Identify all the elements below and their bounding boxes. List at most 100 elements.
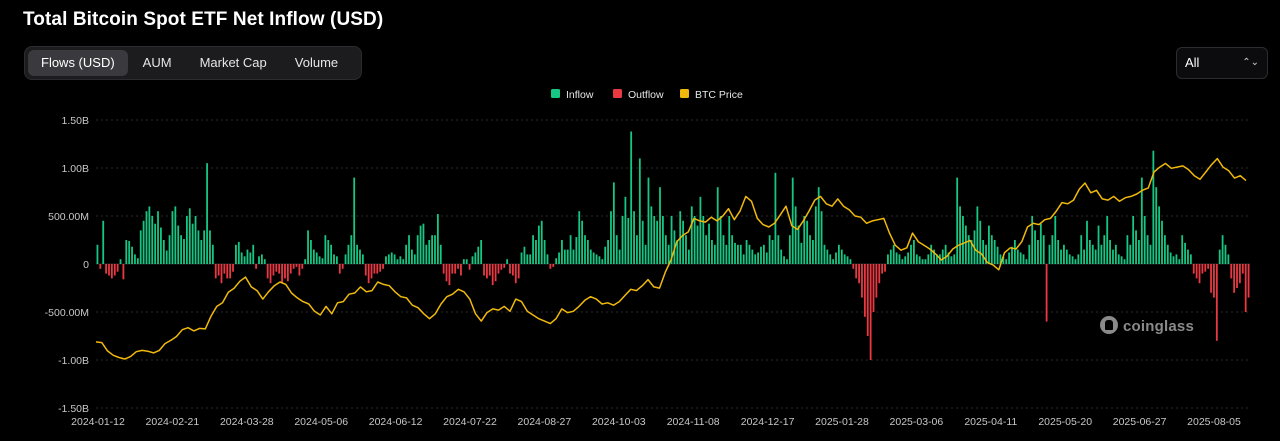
inflow-bar[interactable] xyxy=(1161,220,1163,264)
inflow-bar[interactable] xyxy=(941,249,944,264)
inflow-bar[interactable] xyxy=(887,254,889,264)
outflow-bar[interactable] xyxy=(549,264,552,269)
inflow-bar[interactable] xyxy=(662,216,664,264)
outflow-bar[interactable] xyxy=(1236,264,1238,288)
outflow-bar[interactable] xyxy=(884,264,886,272)
inflow-bar[interactable] xyxy=(1086,220,1088,264)
inflow-bar[interactable] xyxy=(249,252,252,264)
inflow-bar[interactable] xyxy=(797,225,800,264)
inflow-bar[interactable] xyxy=(595,254,598,264)
inflow-bar[interactable] xyxy=(1028,244,1031,264)
inflow-bar[interactable] xyxy=(563,249,566,264)
inflow-bar[interactable] xyxy=(745,240,748,264)
inflow-bar[interactable] xyxy=(1016,249,1019,264)
outflow-bar[interactable] xyxy=(226,264,229,279)
inflow-bar[interactable] xyxy=(826,249,829,264)
outflow-bar[interactable] xyxy=(220,264,223,284)
inflow-bar[interactable] xyxy=(387,254,390,264)
inflow-bar[interactable] xyxy=(829,254,832,264)
inflow-bar[interactable] xyxy=(947,252,950,264)
inflow-bar[interactable] xyxy=(889,249,892,264)
inflow-bar[interactable] xyxy=(979,220,982,264)
inflow-bar[interactable] xyxy=(336,256,338,264)
inflow-bar[interactable] xyxy=(927,254,930,264)
inflow-bar[interactable] xyxy=(737,244,739,264)
inflow-bar[interactable] xyxy=(330,244,333,264)
outflow-bar[interactable] xyxy=(364,264,367,276)
inflow-bar[interactable] xyxy=(203,230,206,264)
inflow-bar[interactable] xyxy=(1172,256,1175,264)
inflow-bar[interactable] xyxy=(1077,254,1080,264)
outflow-bar[interactable] xyxy=(1201,264,1204,274)
inflow-bar[interactable] xyxy=(315,252,318,264)
inflow-bar[interactable] xyxy=(650,206,653,264)
outflow-bar[interactable] xyxy=(229,264,232,279)
inflow-bar[interactable] xyxy=(211,244,214,264)
inflow-bar[interactable] xyxy=(809,235,811,264)
inflow-bar[interactable] xyxy=(197,230,200,264)
inflow-bar[interactable] xyxy=(393,254,396,264)
outflow-bar[interactable] xyxy=(517,264,520,279)
inflow-bar[interactable] xyxy=(644,244,647,264)
inflow-bar[interactable] xyxy=(728,216,731,264)
inflow-bar[interactable] xyxy=(898,254,901,264)
inflow-bar[interactable] xyxy=(543,240,546,264)
inflow-bar[interactable] xyxy=(344,254,347,264)
inflow-bar[interactable] xyxy=(263,259,266,264)
inflow-bar[interactable] xyxy=(990,235,993,264)
legend-swatch-inflow[interactable] xyxy=(551,89,560,98)
inflow-bar[interactable] xyxy=(907,252,910,264)
inflow-bar[interactable] xyxy=(431,235,433,264)
inflow-bar[interactable] xyxy=(713,244,716,264)
inflow-bar[interactable] xyxy=(1037,240,1039,264)
inflow-bar[interactable] xyxy=(327,240,330,264)
inflow-bar[interactable] xyxy=(771,240,774,264)
outflow-bar[interactable] xyxy=(1239,264,1241,284)
inflow-bar[interactable] xyxy=(693,216,696,264)
inflow-bar[interactable] xyxy=(304,259,307,264)
outflow-bar[interactable] xyxy=(460,264,462,276)
inflow-bar[interactable] xyxy=(157,211,159,264)
inflow-bar[interactable] xyxy=(800,242,803,264)
inflow-bar[interactable] xyxy=(422,223,425,264)
inflow-bar[interactable] xyxy=(696,225,699,264)
inflow-bar[interactable] xyxy=(1005,259,1008,264)
inflow-bar[interactable] xyxy=(1221,235,1224,264)
inflow-bar[interactable] xyxy=(754,254,757,264)
inflow-bar[interactable] xyxy=(1143,216,1146,264)
inflow-bar[interactable] xyxy=(558,252,560,264)
inflow-bar[interactable] xyxy=(139,230,142,264)
outflow-bar[interactable] xyxy=(1210,264,1212,293)
inflow-bar[interactable] xyxy=(1112,249,1114,264)
inflow-bar[interactable] xyxy=(780,249,783,264)
inflow-bar[interactable] xyxy=(546,254,549,264)
inflow-bar[interactable] xyxy=(1135,230,1137,264)
tab-flows[interactable]: Flows (USD) xyxy=(28,50,128,76)
inflow-bar[interactable] xyxy=(731,235,734,264)
inflow-bar[interactable] xyxy=(235,244,237,264)
inflow-bar[interactable] xyxy=(390,252,393,264)
inflow-bar[interactable] xyxy=(627,217,630,264)
outflow-bar[interactable] xyxy=(869,264,872,360)
inflow-bar[interactable] xyxy=(892,244,895,264)
outflow-bar[interactable] xyxy=(232,264,234,272)
inflow-bar[interactable] xyxy=(183,239,185,264)
outflow-bar[interactable] xyxy=(382,264,384,269)
inflow-bar[interactable] xyxy=(967,235,970,264)
legend-label-btc-price[interactable]: BTC Price xyxy=(695,89,743,101)
inflow-bar[interactable] xyxy=(566,249,569,264)
inflow-bar[interactable] xyxy=(396,259,399,264)
inflow-bar[interactable] xyxy=(1169,252,1172,264)
inflow-bar[interactable] xyxy=(1022,254,1025,264)
inflow-bar[interactable] xyxy=(1068,254,1071,264)
outflow-bar[interactable] xyxy=(275,264,278,272)
inflow-bar[interactable] xyxy=(708,223,710,264)
inflow-bar[interactable] xyxy=(200,240,203,264)
inflow-bar[interactable] xyxy=(823,244,826,264)
inflow-bar[interactable] xyxy=(719,216,722,264)
inflow-bar[interactable] xyxy=(1091,244,1094,264)
inflow-bar[interactable] xyxy=(840,249,843,264)
inflow-bar[interactable] xyxy=(584,235,586,264)
inflow-bar[interactable] xyxy=(607,240,609,264)
outflow-bar[interactable] xyxy=(217,264,220,276)
